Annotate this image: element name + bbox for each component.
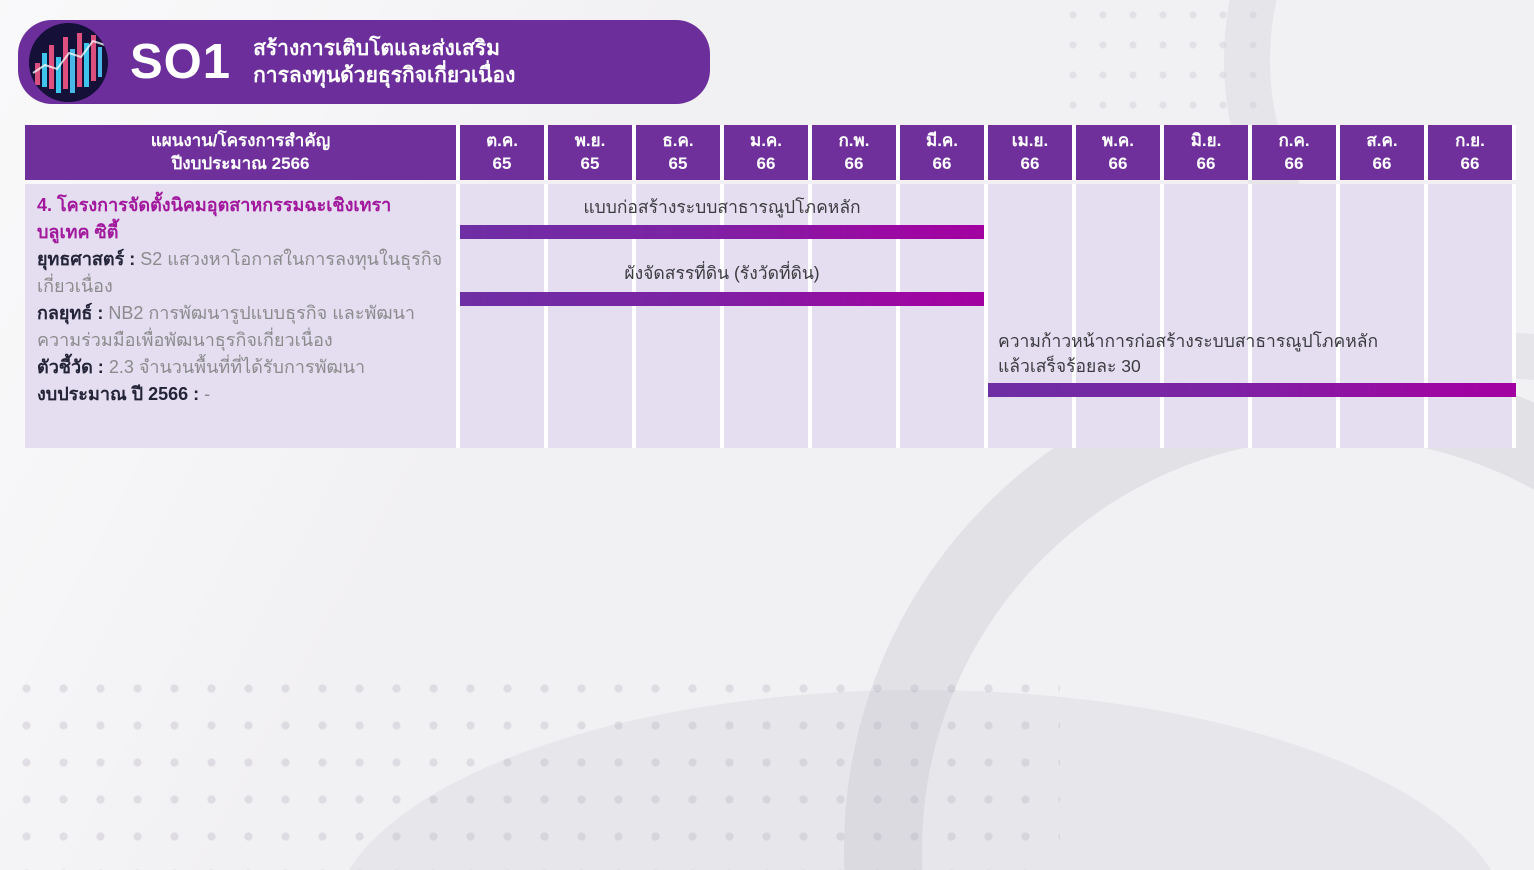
month-year: 66 — [1460, 153, 1480, 173]
header-cell-month-feb66: ก.พ. 66 — [812, 125, 900, 180]
month-year: 65 — [580, 153, 600, 173]
header-cell-month-dec65: ธ.ค. 65 — [636, 125, 724, 180]
header-cell-month-jul66: ก.ค. 66 — [1252, 125, 1340, 180]
month-label: พ.ค. — [1101, 130, 1135, 150]
dot-grid-decoration-bottom-left — [0, 660, 1060, 870]
project-strategy-line: ยุทธศาสตร์ : S2 แสวงหาโอกาสในการลงทุนในธ… — [37, 246, 446, 300]
strategic-objective-title: สร้างการเติบโตและส่งเสริม การลงทุนด้วยธุ… — [253, 35, 515, 90]
banner-title-line2: การลงทุนด้วยธุรกิจเกี่ยวเนื่อง — [253, 64, 516, 87]
project-schedule-table: แผนงาน/โครงการสำคัญ ปีงบประมาณ 2566 ต.ค.… — [25, 125, 1516, 448]
month-year: 65 — [668, 153, 688, 173]
month-year: 66 — [1284, 153, 1304, 173]
header-cell-month-nov65: พ.ย. 65 — [548, 125, 636, 180]
month-year: 65 — [492, 153, 512, 173]
gantt-task3-label-line2: แล้วเสร็จร้อยละ 30 — [998, 356, 1141, 377]
month-year: 66 — [844, 153, 864, 173]
ellipse-decoration-bottom — [330, 690, 1510, 870]
month-label: ก.พ. — [838, 130, 870, 150]
banner-title-line1: สร้างการเติบโตและส่งเสริม — [253, 36, 500, 60]
header-cell-month-oct65: ต.ค. 65 — [460, 125, 548, 180]
month-label: เม.ย. — [1011, 130, 1049, 150]
month-label: มี.ค. — [925, 130, 959, 150]
budget-label: งบประมาณ ปี 2566 : — [37, 384, 205, 404]
strategic-objective-code: SO1 — [130, 34, 232, 89]
gantt-task2-label: ผังจัดสรรที่ดิน (รังวัดที่ดิน) — [624, 263, 820, 283]
so1-banner: SO1 สร้างการเติบโตและส่งเสริม การลงทุนด้… — [18, 20, 710, 104]
gantt-task1-label: แบบก่อสร้างระบบสาธารณูปโภคหลัก — [583, 197, 861, 217]
budget-text: - — [204, 384, 211, 404]
month-year: 66 — [1108, 153, 1128, 173]
header-program-line2: ปีงบประมาณ 2566 — [171, 153, 310, 173]
header-cell-month-jan66: ม.ค. 66 — [724, 125, 812, 180]
dot-grid-decoration-top — [1058, 0, 1268, 125]
project-kpi-line: ตัวชี้วัด : 2.3 จำนวนพื้นที่ที่ได้รับการ… — [37, 354, 446, 381]
gantt-chart-area: แบบก่อสร้างระบบสาธารณูปโภคหลัก ผังจัดสรร… — [460, 184, 1516, 448]
candlestick-stock-chart-photo — [29, 22, 108, 102]
kpi-text: 2.3 จำนวนพื้นที่ที่ได้รับการพัฒนา — [108, 357, 366, 377]
month-label: ธ.ค. — [662, 130, 694, 150]
header-cell-program: แผนงาน/โครงการสำคัญ ปีงบประมาณ 2566 — [25, 125, 460, 180]
stock-chart-image — [29, 22, 108, 102]
month-label: พ.ย. — [574, 130, 606, 150]
month-label: ก.ค. — [1278, 130, 1310, 150]
month-year: 66 — [1196, 153, 1216, 173]
month-label: ม.ค. — [749, 130, 783, 150]
kpi-label: ตัวชี้วัด : — [37, 357, 109, 377]
gantt-task3-label: ความก้าวหน้าการก่อสร้างระบบสาธารณูปโภคหล… — [998, 329, 1478, 380]
project-title-line1: 4. โครงการจัดตั้งนิคมอุตสาหกรรมฉะเชิงเทร… — [37, 195, 392, 215]
month-year: 66 — [932, 153, 952, 173]
strategy-label: ยุทธศาสตร์ : — [37, 249, 141, 269]
month-year: 66 — [756, 153, 776, 173]
project-title-line2: บลูเทค ซิตี้ — [37, 222, 119, 242]
tactic-label: กลยุทธ์ : — [37, 303, 109, 323]
header-cell-month-mar66: มี.ค. 66 — [900, 125, 988, 180]
project-tactic-line: กลยุทธ์ : NB2 การพัฒนารูปแบบธุรกิจ และพั… — [37, 300, 446, 354]
month-label: มิ.ย. — [1190, 130, 1222, 150]
gantt-task3-bar — [988, 383, 1516, 397]
header-cell-month-aug66: ส.ค. 66 — [1340, 125, 1428, 180]
month-label: ต.ค. — [486, 130, 518, 150]
header-cell-month-may66: พ.ค. 66 — [1076, 125, 1164, 180]
month-label: ส.ค. — [1366, 130, 1398, 150]
gantt-task1-bar — [460, 225, 984, 239]
project-description-cell: 4. โครงการจัดตั้งนิคมอุตสาหกรรมฉะเชิงเทร… — [25, 184, 460, 448]
month-year: 66 — [1372, 153, 1392, 173]
month-year: 66 — [1020, 153, 1040, 173]
header-cell-month-apr66: เม.ย. 66 — [988, 125, 1076, 180]
month-label: ก.ย. — [1455, 130, 1485, 150]
header-cell-month-sep66: ก.ย. 66 — [1428, 125, 1516, 180]
header-cell-month-jun66: มิ.ย. 66 — [1164, 125, 1252, 180]
gantt-task2-bar — [460, 292, 984, 306]
table-body-row: 4. โครงการจัดตั้งนิคมอุตสาหกรรมฉะเชิงเทร… — [25, 184, 1516, 448]
table-header-row: แผนงาน/โครงการสำคัญ ปีงบประมาณ 2566 ต.ค.… — [25, 125, 1516, 180]
header-program-line1: แผนงาน/โครงการสำคัญ — [150, 130, 331, 150]
gantt-task3-label-line1: ความก้าวหน้าการก่อสร้างระบบสาธารณูปโภคหล… — [998, 331, 1379, 351]
project-budget-line: งบประมาณ ปี 2566 : - — [37, 381, 446, 408]
